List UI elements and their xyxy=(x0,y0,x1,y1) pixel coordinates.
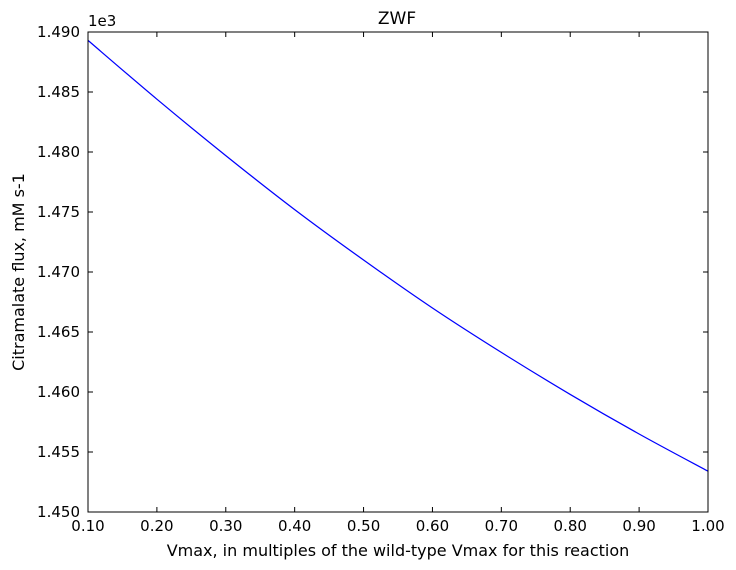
y-axis-ticks: 1.450 1.455 1.460 1.465 1.470 1.475 1.480 1.485… xyxy=(37,23,708,521)
plot-frame xyxy=(87,31,709,513)
y-tick-label: 1.470 xyxy=(37,263,80,281)
chart-title: ZWF xyxy=(378,9,416,29)
y-offset-label: 1e3 xyxy=(88,12,116,30)
x-tick-label: 0.50 xyxy=(347,517,380,535)
series-line xyxy=(87,39,709,472)
x-tick-label: 0.60 xyxy=(416,517,449,535)
y-axis-label: Citramalate flux, mM s-1 xyxy=(9,173,28,371)
y-tick-label: 1.480 xyxy=(37,143,80,161)
x-tick-label: 0.80 xyxy=(554,517,587,535)
series-group xyxy=(87,39,709,472)
x-tick-label: 1.00 xyxy=(691,517,724,535)
x-tick-label: 0.40 xyxy=(278,517,311,535)
x-axis-ticks: 0.10 0.20 0.30 0.40 0.50 0.60 0.70 0.80 0.90 1.00 xyxy=(71,32,725,535)
y-tick-label: 1.455 xyxy=(37,443,80,461)
y-tick-label: 1.475 xyxy=(37,203,80,221)
y-tick-label: 1.485 xyxy=(37,83,80,101)
x-tick-label: 0.30 xyxy=(209,517,242,535)
x-tick-label: 0.70 xyxy=(485,517,518,535)
y-tick-label: 1.465 xyxy=(37,323,80,341)
x-axis-label: Vmax, in multiples of the wild-type Vmax… xyxy=(167,541,630,560)
x-tick-label: 0.20 xyxy=(140,517,173,535)
x-tick-label: 0.10 xyxy=(71,517,104,535)
y-tick-label: 1.450 xyxy=(37,503,80,521)
y-tick-label: 1.460 xyxy=(37,383,80,401)
y-tick-label: 1.490 xyxy=(37,23,80,41)
x-tick-label: 0.90 xyxy=(622,517,655,535)
